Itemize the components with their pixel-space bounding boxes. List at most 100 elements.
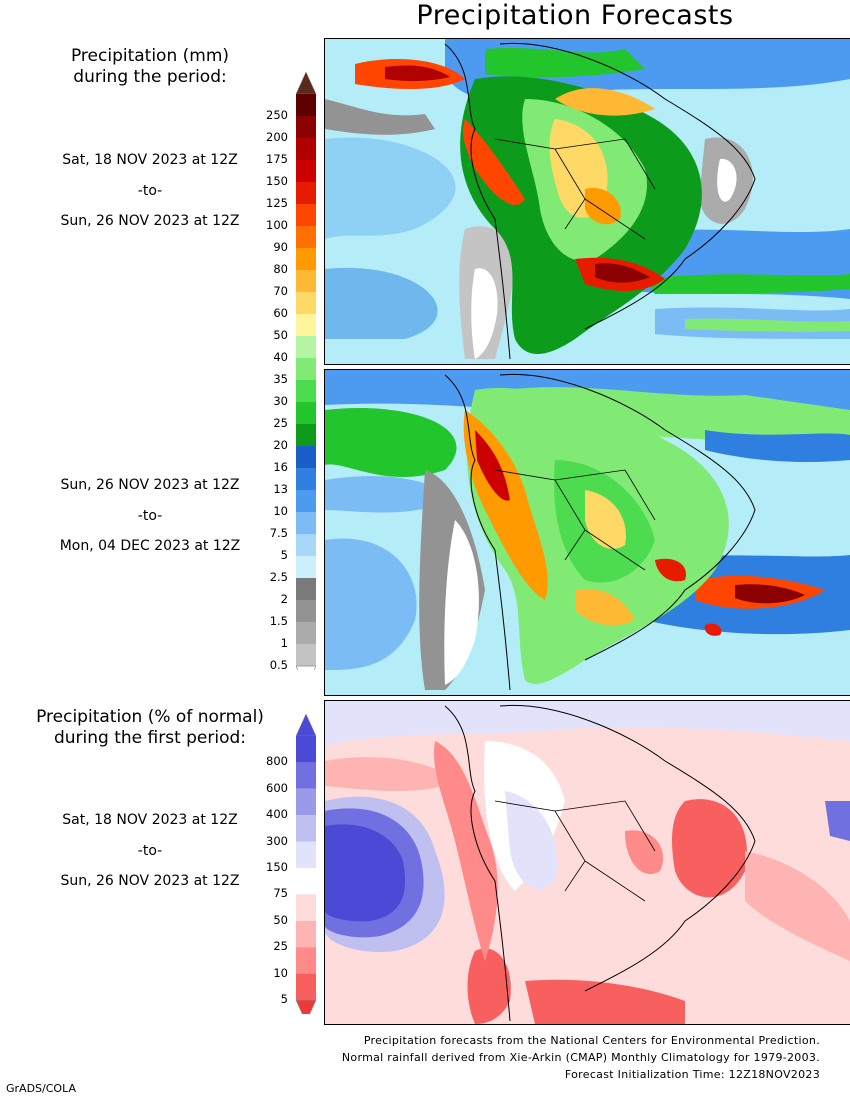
mm-legend-swatch xyxy=(296,358,316,380)
mm-legend-swatch xyxy=(296,402,316,424)
map-panel-period1 xyxy=(324,38,850,365)
mm-legend-tick-label: 250 xyxy=(266,108,288,122)
pct-legend-heading: Precipitation (% of normal) during the f… xyxy=(0,707,300,749)
pct-legend-swatch xyxy=(296,894,316,921)
mm-legend-swatch xyxy=(296,248,316,270)
mm-legend-swatch xyxy=(296,556,316,578)
pct-colorbar xyxy=(295,713,317,1023)
page-title: Precipitation Forecasts xyxy=(416,0,734,31)
period1-to: -to- xyxy=(137,183,163,199)
mm-legend-swatch xyxy=(296,314,316,336)
mm-legend-tick-label: 30 xyxy=(273,394,288,408)
period2-to: -to- xyxy=(137,508,163,524)
mm-legend-heading: Precipitation (mm) during the period: xyxy=(0,46,300,88)
mm-legend-tick-label: 16 xyxy=(273,460,288,474)
credits-line3: Forecast Initialization Time: 12Z18NOV20… xyxy=(564,1068,820,1081)
mm-legend-tick-label: 1.5 xyxy=(269,614,288,628)
mm-legend-tick-label: 2.5 xyxy=(269,570,288,584)
mm-legend-tick-label: 70 xyxy=(273,284,288,298)
mm-legend-swatch xyxy=(296,600,316,622)
mm-legend-tick-label: 100 xyxy=(266,218,288,232)
mm-legend-tick-label: 13 xyxy=(273,482,288,496)
mm-legend-tick-label: 40 xyxy=(273,350,288,364)
mm-legend-tick-label: 5 xyxy=(280,548,288,562)
pct-legend-tick-label: 600 xyxy=(266,780,288,795)
pct-legend-tick-label: 75 xyxy=(273,886,288,901)
map-panel-period2 xyxy=(324,369,850,696)
mm-legend-tick-label: 35 xyxy=(273,372,288,386)
mm-legend-swatch xyxy=(296,578,316,600)
mm-legend-tick-label: 50 xyxy=(273,328,288,342)
mm-legend-tick-label: 200 xyxy=(266,130,288,144)
mm-legend-tick-label: 80 xyxy=(273,262,288,276)
mm-legend-tick-label: 60 xyxy=(273,306,288,320)
mm-legend-swatch xyxy=(296,270,316,292)
mm-legend-tick-label: 0.5 xyxy=(269,658,288,672)
pct-legend-top-arrow xyxy=(295,713,317,737)
mm-legend-tick-label: 1 xyxy=(280,636,288,650)
pct-legend-bottom-arrow xyxy=(295,999,317,1023)
pct-legend-tick-label: 10 xyxy=(273,965,288,980)
mm-legend-swatch xyxy=(296,512,316,534)
period2-start: Sun, 26 NOV 2023 at 12Z xyxy=(60,477,240,493)
pct-legend-swatch xyxy=(296,815,316,842)
mm-legend-swatch xyxy=(296,182,316,204)
map-panel-percent-normal xyxy=(324,700,850,1025)
mm-legend-swatch xyxy=(296,490,316,512)
mm-legend-swatch xyxy=(296,204,316,226)
period1-end: Sun, 26 NOV 2023 at 12Z xyxy=(60,213,240,229)
pct-legend-swatch xyxy=(296,920,316,948)
mm-legend-heading-line1: Precipitation (mm) xyxy=(70,46,230,66)
credits: Precipitation forecasts from the Nationa… xyxy=(342,1032,820,1083)
pct-legend-tick-label: 25 xyxy=(273,939,288,954)
period3-end: Sun, 26 NOV 2023 at 12Z xyxy=(60,873,240,889)
mm-legend-tick-label: 25 xyxy=(273,416,288,430)
mm-legend-tick-label: 7.5 xyxy=(269,526,288,540)
pct-legend-swatch xyxy=(296,947,316,974)
mm-legend-swatch xyxy=(296,380,316,402)
mm-legend-heading-line2: during the period: xyxy=(73,67,227,87)
mm-legend-tick-label: 125 xyxy=(266,196,288,210)
pct-legend-tick-label: 150 xyxy=(266,860,288,874)
pct-legend-swatch xyxy=(296,868,316,895)
period2-end: Mon, 04 DEC 2023 at 12Z xyxy=(59,538,241,554)
mm-legend-swatch xyxy=(296,94,316,116)
credits-line1: Precipitation forecasts from the Nationa… xyxy=(363,1034,820,1047)
mm-legend-swatch xyxy=(296,424,316,446)
period3-start: Sat, 18 NOV 2023 at 12Z xyxy=(62,812,238,828)
pct-legend-heading-line2: during the first period: xyxy=(53,728,247,748)
period3-to: -to- xyxy=(137,843,163,859)
pct-legend-tick-label: 50 xyxy=(273,912,288,927)
mm-legend-swatch xyxy=(296,622,316,644)
mm-legend-swatch xyxy=(296,116,316,138)
mm-legend-tick-label: 90 xyxy=(273,240,288,254)
mm-legend-swatch xyxy=(296,160,316,182)
pct-legend-swatch xyxy=(296,841,316,868)
pct-legend-swatch xyxy=(296,788,316,816)
credits-line2: Normal rainfall derived from Xie-Arkin (… xyxy=(341,1051,820,1064)
mm-legend-swatch xyxy=(296,468,316,490)
pct-legend-tick-label: 400 xyxy=(266,807,288,822)
mm-legend-swatch xyxy=(296,226,316,248)
pct-legend-heading-line1: Precipitation (% of normal) xyxy=(36,707,264,727)
pct-legend-swatch xyxy=(296,973,316,1000)
mm-legend-tick-label: 150 xyxy=(266,174,288,188)
period1-start: Sat, 18 NOV 2023 at 12Z xyxy=(62,152,238,168)
mm-legend-swatch xyxy=(296,644,316,666)
pct-legend-swatch xyxy=(296,762,316,789)
mm-legend-tick-label: 175 xyxy=(266,152,288,166)
pct-legend-tick-label: 5 xyxy=(280,992,288,1006)
pct-legend-swatch xyxy=(296,736,316,763)
mm-legend-swatch xyxy=(296,336,316,358)
mm-legend-swatch xyxy=(296,138,316,160)
mm-legend-bottom-arrow xyxy=(295,665,317,689)
mm-legend-swatch xyxy=(296,446,316,468)
mm-legend-swatch xyxy=(296,292,316,314)
mm-legend-top-arrow xyxy=(295,71,317,95)
pct-legend-tick-label: 300 xyxy=(266,833,288,848)
mm-legend-tick-label: 10 xyxy=(273,504,288,518)
mm-legend-tick-label: 2 xyxy=(280,592,288,606)
mm-colorbar xyxy=(295,71,317,689)
mm-legend-tick-label: 20 xyxy=(273,438,288,452)
grads-cola-label: GrADS/COLA xyxy=(6,1082,76,1095)
